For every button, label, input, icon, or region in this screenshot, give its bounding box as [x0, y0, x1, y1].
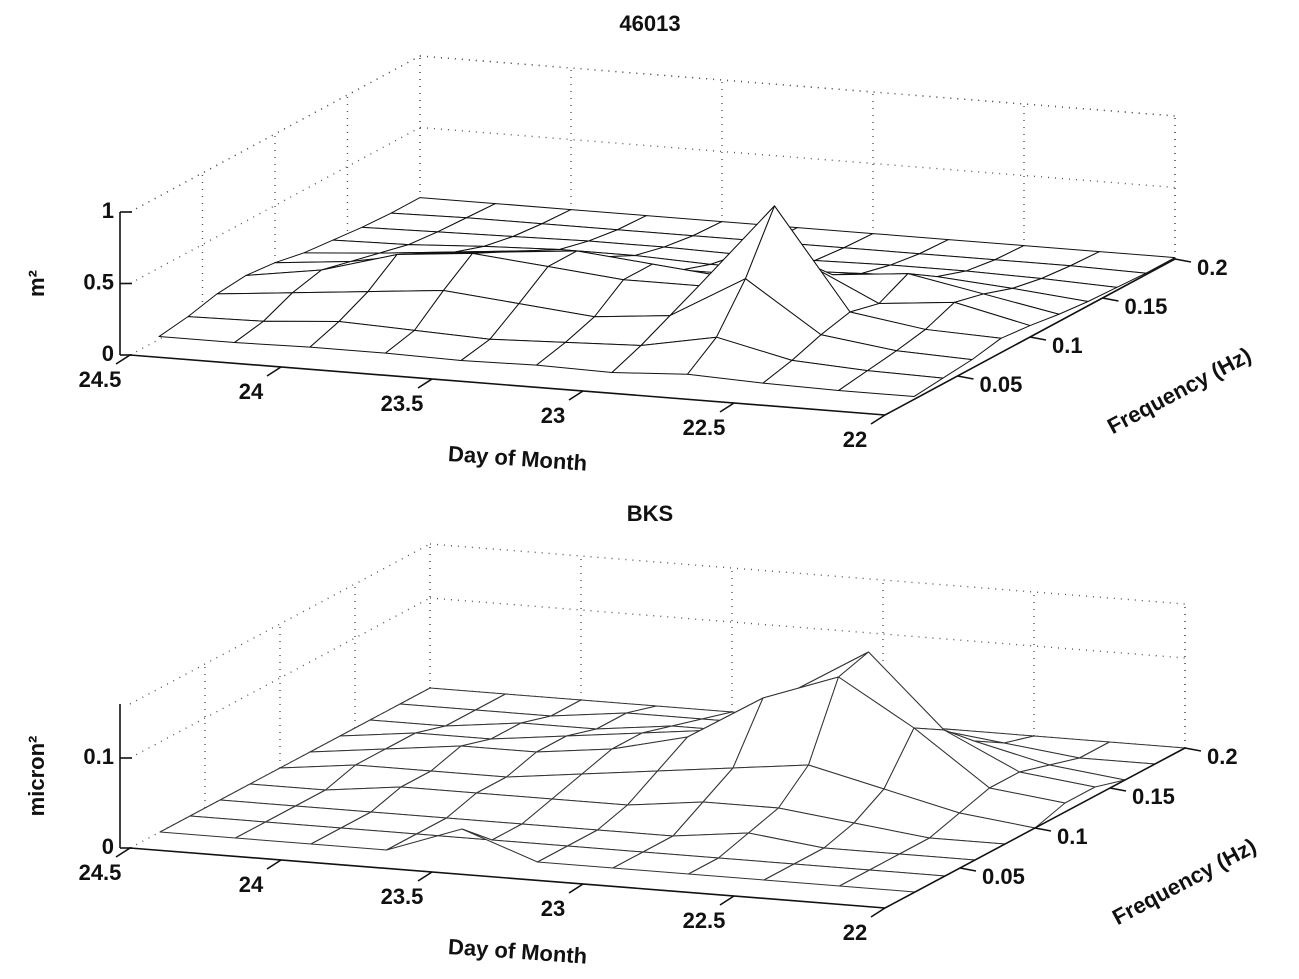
z-tick-label: 0 [102, 341, 114, 366]
y-tick [1029, 336, 1047, 341]
grid-line [129, 597, 431, 759]
x-tick [568, 883, 584, 894]
y-axis-label: Frequency (Hz) [1103, 342, 1255, 439]
y-tick [1174, 258, 1192, 263]
z-tick-label: 0.1 [83, 744, 114, 769]
x-axis-label: Day of Month [447, 441, 588, 476]
x-tick [115, 354, 131, 365]
grid-line [419, 55, 1176, 117]
x-axis [129, 847, 886, 909]
x-axis-label: Day of Month [447, 934, 588, 969]
y-tick-label: 0.15 [1132, 784, 1175, 809]
x-tick [115, 847, 131, 858]
z-tick-label: 0 [102, 834, 114, 859]
y-tick [1034, 827, 1052, 832]
x-tick-label: 23 [541, 896, 565, 921]
y-tick [957, 375, 974, 380]
y-tick [1109, 787, 1127, 792]
x-tick [266, 366, 282, 377]
y-tick-label: 0.2 [1207, 744, 1238, 769]
x-tick [870, 907, 886, 918]
y-tick [959, 867, 977, 872]
y-tick-label: 0.05 [980, 372, 1023, 397]
y-tick-label: 0.15 [1125, 294, 1168, 319]
z-tick-label: 1 [102, 198, 114, 223]
x-axis [129, 354, 886, 416]
y-tick-label: 0.1 [1052, 333, 1083, 358]
x-tick-label: 23 [541, 403, 565, 428]
x-tick [417, 871, 433, 882]
y-tick-label: 0.2 [1197, 255, 1228, 280]
x-tick-label: 24 [239, 379, 264, 404]
grid-line [429, 543, 1186, 605]
x-tick [719, 402, 735, 413]
y-tick [1184, 747, 1202, 752]
x-tick-label: 22.5 [683, 415, 726, 440]
x-tick [568, 390, 584, 401]
x-tick-label: 24.5 [79, 367, 122, 392]
x-tick [417, 378, 433, 389]
chart-title: 46013 [619, 11, 680, 36]
grid-line [419, 126, 1176, 189]
x-tick-label: 22 [843, 920, 867, 945]
x-tick-label: 23.5 [381, 391, 424, 416]
x-tick-label: 22 [843, 427, 867, 452]
y-tick-label: 0.1 [1057, 824, 1088, 849]
y-tick-label: 0.05 [982, 864, 1025, 889]
x-tick-label: 24.5 [79, 860, 122, 885]
z-axis-label: micron² [24, 736, 49, 817]
x-tick [719, 895, 735, 906]
z-tick-label: 0.5 [83, 269, 114, 294]
grid-line [129, 543, 431, 705]
y-axis-label: Frequency (Hz) [1108, 833, 1260, 930]
x-tick-label: 24 [239, 872, 264, 897]
chart-title: BKS [627, 501, 673, 526]
x-tick [870, 414, 886, 425]
surface-patch [838, 370, 944, 398]
z-axis-label: m² [24, 270, 49, 297]
x-tick-label: 23.5 [381, 884, 424, 909]
x-tick [266, 859, 282, 870]
x-tick-label: 22.5 [683, 908, 726, 933]
grid-line [429, 597, 1186, 659]
y-tick [1102, 297, 1119, 302]
